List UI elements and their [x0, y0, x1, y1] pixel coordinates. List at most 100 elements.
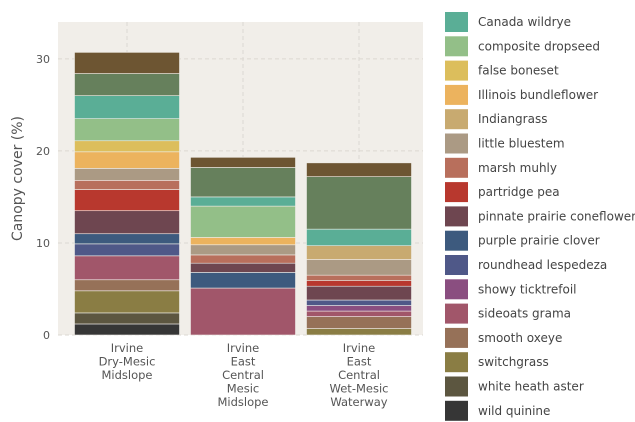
y-axis-ticks: 0 10 20 30 — [36, 53, 50, 342]
x-category-label-line: Dry-Mesic — [99, 355, 156, 369]
legend-label: composite dropseed — [478, 39, 600, 53]
x-category-label-line: Irvine — [343, 341, 375, 355]
x-category-label-line: Central — [338, 368, 380, 382]
legend-swatch — [445, 376, 468, 397]
x-category-label-line: East — [231, 355, 256, 369]
bar-segment — [74, 151, 180, 169]
y-axis-label: Canopy cover (%) — [10, 116, 26, 241]
x-category-label: Irvine East Central Mesic Midslope — [217, 341, 268, 409]
legend-label: roundhead lespedeza — [478, 258, 607, 272]
bar-segment — [74, 323, 180, 336]
bar-segment — [190, 196, 296, 207]
legend-swatch — [445, 255, 468, 275]
bar-segment — [74, 180, 180, 190]
legend-swatch — [445, 60, 468, 81]
bar-segment — [306, 228, 412, 247]
x-category-label-line: Mesic — [227, 382, 260, 396]
legend-label: smooth oxeye — [478, 331, 562, 345]
x-category-label-line: Central — [222, 368, 264, 382]
bar-segment — [306, 305, 412, 312]
bar-segment — [306, 299, 412, 306]
bar-segment — [74, 52, 180, 74]
bar-segment — [74, 73, 180, 96]
bar-segment — [190, 205, 296, 238]
legend-label: Canada wildrye — [478, 15, 571, 29]
bar-segment — [74, 233, 180, 245]
legend-swatch — [445, 36, 468, 57]
legend-swatch — [445, 84, 468, 105]
bar-segment — [74, 279, 180, 292]
legend-swatch — [445, 206, 468, 227]
legend-label: wild quinine — [478, 404, 550, 418]
bar-segment — [306, 280, 412, 287]
bar-segment — [74, 189, 180, 212]
bar-segment — [190, 244, 296, 256]
bar-segment — [306, 162, 412, 177]
bar-segment — [74, 168, 180, 181]
x-category-label-line: Irvine — [227, 341, 259, 355]
bar-segment — [74, 255, 180, 281]
legend-swatch — [445, 327, 468, 348]
bar-segment — [306, 285, 412, 301]
x-category-label-line: Midslope — [217, 395, 268, 409]
x-category-label: Irvine Dry-Mesic Midslope — [99, 341, 156, 382]
legend-label: Indiangrass — [478, 112, 547, 126]
x-category-label-line: Midslope — [101, 368, 152, 382]
y-tick-label: 20 — [36, 145, 50, 158]
legend-label: little bluestem — [478, 137, 565, 151]
legend-label: sideoats grama — [478, 307, 571, 321]
bar-segment — [74, 243, 180, 257]
bar-segment — [74, 290, 180, 314]
legend-label: partridge pea — [478, 185, 560, 199]
legend-swatch — [445, 182, 468, 203]
bar-segment — [306, 274, 412, 281]
legend-swatch — [445, 303, 468, 324]
bar-segment — [306, 245, 412, 260]
bar-segment — [190, 157, 296, 168]
bar-segment — [306, 176, 412, 230]
legend: Canada wildrye composite dropseed false bo… — [445, 12, 635, 421]
bar-segment — [190, 262, 296, 273]
legend-label: showy ticktrefoil — [478, 282, 577, 296]
legend-swatch — [445, 230, 468, 251]
x-category-label-line: East — [347, 355, 372, 369]
x-category-label-line: Irvine — [111, 341, 143, 355]
bar-segment — [190, 272, 296, 289]
bar-segment — [74, 118, 180, 142]
y-tick-label: 0 — [43, 329, 50, 342]
x-category-label: Irvine East Central Wet-Mesic Waterway — [330, 341, 389, 409]
bar-segment — [190, 254, 296, 264]
legend-label: false boneset — [478, 64, 559, 78]
legend-swatch — [445, 157, 468, 178]
legend-label: marsh muhly — [478, 161, 557, 175]
y-tick-label: 30 — [36, 53, 50, 66]
legend-label: white heath aster — [478, 380, 584, 394]
y-tick-label: 10 — [36, 237, 50, 250]
legend-swatch — [445, 109, 468, 130]
bar-segment — [74, 140, 180, 153]
legend-swatch — [445, 279, 468, 300]
bar-segment — [190, 287, 296, 336]
legend-label: switchgrass — [478, 355, 549, 369]
bar-segment — [306, 259, 412, 276]
bar-segment — [74, 312, 180, 325]
legend-swatch — [445, 12, 468, 32]
legend-label: Illinois bundleflower — [478, 88, 598, 102]
bar-segment — [306, 310, 412, 317]
x-category-label-line: Waterway — [330, 395, 387, 409]
legend-label: purple prairie clover — [478, 234, 600, 248]
legend-swatch — [445, 400, 468, 421]
legend-label: pinnate prairie coneflower — [478, 209, 635, 223]
legend-swatch — [445, 133, 468, 154]
bar-segment — [74, 210, 180, 235]
bar-segment — [306, 316, 412, 329]
bar-segment — [190, 167, 296, 198]
bar-segment — [74, 95, 180, 119]
bars — [74, 52, 412, 336]
legend-swatch — [445, 352, 468, 373]
bar-segment — [306, 328, 412, 336]
x-category-label-line: Wet-Mesic — [330, 382, 389, 396]
bar-segment — [190, 237, 296, 246]
